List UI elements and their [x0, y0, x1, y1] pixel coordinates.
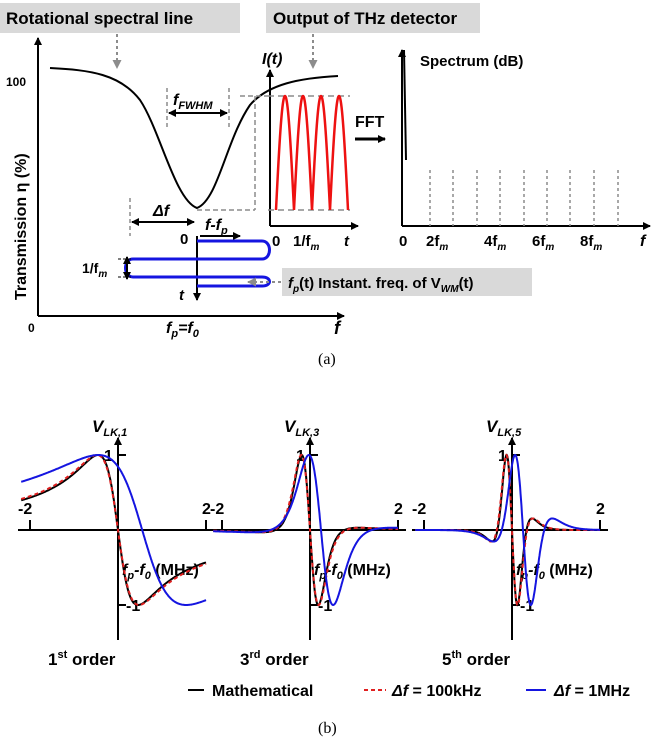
legend-math-label: Mathematical [212, 683, 313, 700]
chart-x-label: fp-f0 (MHz) [516, 562, 593, 582]
y-axis-label: Transmission η (%) [13, 153, 30, 300]
detector-output-label-box [266, 3, 480, 33]
legend: Mathematical Δf = 100kHz Δf = 1MHz [188, 683, 630, 700]
f-minus-fp-label: f-fp [205, 217, 228, 237]
time-axis-label: t [179, 287, 185, 304]
spectrum-curve [403, 49, 407, 161]
detector-x-period: 1/fm [293, 233, 320, 253]
spectrum-x-6fm: 6fm [532, 233, 554, 253]
fp-equals-f0-label: fp=f0 [166, 320, 200, 340]
x-tick-label-max: 2 [202, 501, 211, 518]
curve-df-1mhz [21, 454, 207, 606]
chart-y-label: VLK,1 [92, 417, 127, 439]
x-axis-label: f [334, 318, 342, 338]
rotational-line-label-box [0, 3, 240, 33]
y-tick-label-min: -1 [126, 598, 140, 615]
chart-y-label: VLK,3 [284, 417, 319, 439]
panel-a: Rotational spectral line Output of THz d… [0, 3, 651, 368]
x-tick-label-max: 2 [394, 501, 403, 518]
curve-mathematical [20, 454, 207, 606]
y-tick-label-max: 1 [498, 448, 507, 465]
chart-x-label: fp-f0 (MHz) [314, 562, 391, 582]
rotational-line-label: Rotational spectral line [6, 9, 193, 28]
spectrum-title: Spectrum (dB) [420, 53, 523, 70]
detector-output-waveform [274, 94, 350, 211]
y-tick-label-min: -1 [318, 598, 332, 615]
x-tick-label-min: -2 [412, 501, 426, 518]
legend-1m-label: Δf = 1MHz [553, 683, 630, 700]
curve-df-100khz [20, 454, 207, 606]
x-tick-label-min: -2 [210, 501, 224, 518]
x-tick-label-min: -2 [18, 501, 32, 518]
y-tick-0: 0 [28, 321, 35, 335]
legend-100k-label: Δf = 100kHz [391, 683, 481, 700]
caption-a: (a) [318, 351, 336, 368]
chart-y-label: VLK,5 [486, 417, 522, 439]
spectrum-x-2fm: 2fm [426, 233, 448, 253]
curve-df-1mhz [213, 453, 398, 606]
y-tick-100: 100 [6, 75, 26, 89]
harmonic-chart-5: -2 2 1 -1 VLK,5 fp-f0 (MHz) 5th order [412, 417, 608, 669]
spectrum-harmonic-guides [429, 170, 619, 226]
spectrum-x-8fm: 8fm [580, 233, 602, 253]
spectrum-x-0: 0 [399, 233, 407, 250]
delta-f-label: Δf [152, 203, 171, 220]
curve-df-1mhz [415, 453, 600, 607]
order-label: 1st order [48, 649, 116, 669]
detector-x-zero: 0 [272, 233, 280, 250]
period-label: 1/fm [82, 260, 107, 280]
zero-label: 0 [180, 231, 188, 248]
spectrum-x-4fm: 4fm [484, 233, 506, 253]
y-tick-label-min: -1 [520, 598, 534, 615]
absorption-line-curve [49, 67, 339, 210]
caption-b: (b) [318, 720, 337, 737]
order-label: 3rd order [240, 649, 309, 669]
order-label: 5th order [442, 649, 510, 669]
instant-frequency-label: fp(t) Instant. freq. of VWM(t) [288, 275, 474, 295]
fwhm-label: fFWHM [173, 92, 213, 112]
frequency-sweep-coil [124, 239, 271, 288]
spectrum-x-axis-label: f [640, 233, 647, 250]
chart-x-label: fp-f0 (MHz) [122, 562, 199, 582]
detector-output-label: Output of THz detector [273, 9, 458, 28]
x-tick-label-max: 2 [596, 501, 605, 518]
detector-y-label: I(t) [262, 51, 282, 68]
instant-frequency-label-box [282, 268, 532, 296]
detector-x-t: t [344, 233, 350, 250]
fft-label: FFT [355, 114, 385, 131]
